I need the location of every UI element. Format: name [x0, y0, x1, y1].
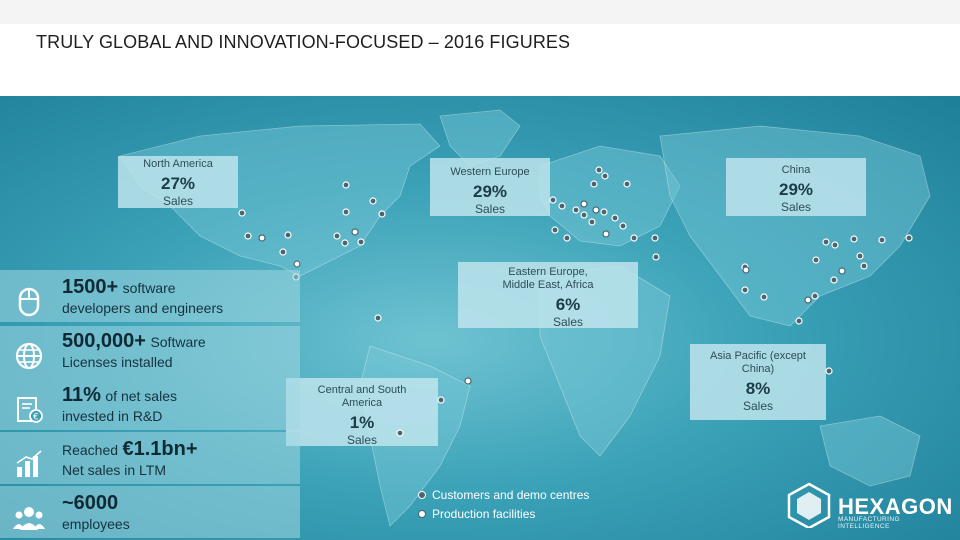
stat-background	[0, 432, 300, 484]
stat-software-developers: 1500+ software developers and engineers	[0, 276, 240, 336]
callout-eastern-europe-mea: Eastern Europe, Middle East, Africa 6% S…	[458, 262, 638, 329]
customer-dot-icon	[418, 491, 426, 499]
callout-percent: 29%	[778, 180, 814, 199]
hexagon-logo-icon	[787, 482, 831, 528]
callout-central-south-america: Central and South America 1% Sales	[286, 378, 438, 447]
document-euro-icon: €	[0, 384, 58, 436]
hexagon-logo: HEXAGON MANUFACTURING INTELLIGENCE	[786, 480, 952, 530]
callout-region: Eastern Europe, Middle East, Africa	[502, 266, 594, 291]
callout-region: North America	[143, 158, 213, 170]
stat-description: Net sales in LTM	[62, 462, 166, 478]
stat-value: €1.1bn+	[122, 438, 198, 460]
stat-description: invested in R&D	[62, 408, 163, 424]
stat-description: Licenses installed	[62, 354, 173, 370]
legend-customers: Customers and demo centres	[418, 488, 589, 502]
callout-label: Sales	[346, 433, 378, 447]
title-bar	[0, 0, 960, 96]
stat-value: ~6000	[62, 492, 119, 514]
callout-china: China 29% Sales	[726, 158, 866, 216]
callout-region: Central and South America	[317, 384, 407, 409]
stat-description: developers and engineers	[62, 300, 224, 316]
legend-label: Production facilities	[432, 507, 536, 521]
callout-label: Sales	[474, 202, 506, 216]
stat-licenses: 500,000+ Software Licenses installed	[0, 330, 240, 390]
stat-rnd: € 11% of net sales invested in R&D	[0, 384, 240, 444]
stat-unit: of net sales	[105, 388, 177, 404]
callout-percent: 8%	[745, 379, 771, 398]
stat-value: 11%	[62, 384, 101, 406]
bar-chart-icon	[0, 438, 58, 490]
stat-prefix: Reached	[62, 442, 119, 458]
callout-percent: 29%	[472, 182, 508, 201]
stat-background	[0, 270, 300, 322]
legend-label: Customers and demo centres	[432, 488, 590, 502]
callout-percent: 6%	[555, 295, 581, 314]
stat-unit: Software	[150, 334, 206, 350]
stat-value: 1500+	[62, 276, 119, 298]
stat-employees: ~6000 employees	[0, 492, 240, 540]
callout-label: Sales	[742, 399, 774, 413]
stat-background	[0, 486, 300, 538]
logo-tagline: MANUFACTURING INTELLIGENCE	[838, 516, 900, 530]
callout-label: Sales	[780, 200, 812, 214]
callout-western-europe: Western Europe 29% Sales	[430, 158, 550, 216]
callout-north-america: North America 27% Sales	[118, 156, 238, 208]
stat-background	[0, 378, 300, 430]
svg-text:€: €	[33, 413, 39, 423]
callout-label: Sales	[552, 315, 584, 329]
production-dot-icon	[418, 510, 426, 518]
page-title: TRULY GLOBAL AND INNOVATION-FOCUSED – 20…	[36, 32, 571, 52]
callout-region: Western Europe	[450, 166, 530, 178]
logo-name: HEXAGON	[838, 494, 953, 519]
callout-asia-pacific: Asia Pacific (except China) 8% Sales	[690, 344, 826, 420]
callout-region: China	[781, 164, 811, 176]
stat-unit: software	[122, 280, 176, 296]
mouse-icon	[0, 276, 58, 328]
people-icon	[0, 492, 58, 540]
callout-label: Sales	[162, 194, 194, 208]
callout-percent: 27%	[160, 174, 196, 193]
stat-background	[0, 326, 300, 378]
stat-description: employees	[62, 516, 130, 532]
globe-icon	[0, 330, 58, 382]
callout-percent: 1%	[349, 413, 375, 432]
stat-net-sales: Reached €1.1bn+ Net sales in LTM	[0, 438, 240, 498]
stat-value: 500,000+	[62, 330, 146, 352]
legend-production: Production facilities	[418, 507, 535, 521]
callout-region: Asia Pacific (except China)	[710, 350, 806, 375]
